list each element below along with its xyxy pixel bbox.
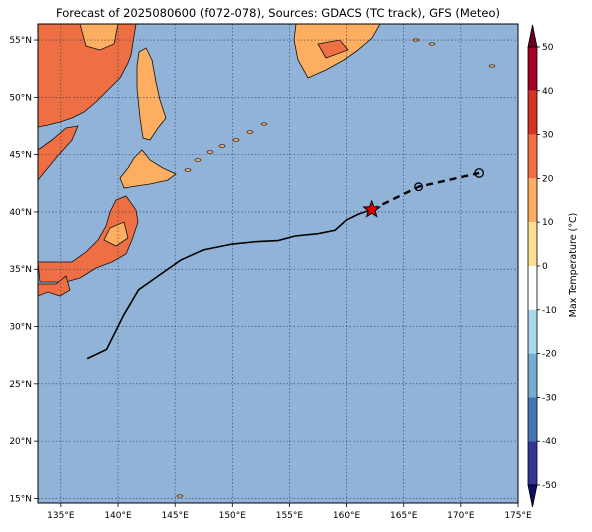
lat-tick-label: 25°N [9,380,32,390]
colorbar-band [528,309,537,354]
colorbar-tick-label: -40 [542,437,557,447]
map-frame [37,23,519,504]
lon-tick-label: 140°E [104,511,132,521]
lon-tick-label: 150°E [219,511,247,521]
colorbar-band [528,178,537,223]
ocean [38,24,518,503]
honshu-cool-patch [103,221,129,247]
colorbar-extend-min [527,484,538,508]
map-title: Forecast of 2025080600 (f072-078), Sourc… [56,6,500,20]
sakhalin [136,47,167,141]
cyclone-track [86,168,484,360]
lat-tick-label: 30°N [9,323,32,333]
gridlines [38,24,518,503]
kyushu [38,275,71,297]
lon-tick-label: 135°E [47,511,75,521]
small-island [488,64,496,68]
longitude-axis: 135°E 140°E 145°E 150°E 155°E 160°E 165°E 170°E… [47,503,532,521]
colorbar-band [528,353,537,398]
lon-tick-label: 175°E [504,511,532,521]
kuril-island [184,168,192,172]
colorbar-tick-label: 50 [542,43,554,53]
colorbar-tick-label: -50 [542,481,557,491]
colorbar-band [528,266,537,310]
forecast-point [414,182,424,192]
lat-tick-label: 50°N [9,93,32,103]
colorbar-tick-label: -30 [542,393,557,403]
small-island [260,122,268,126]
colorbar-band [528,397,537,442]
small-island [176,494,184,498]
forecast-track-line [371,171,480,211]
coast-patch [38,125,79,181]
lon-tick-label: 160°E [333,511,361,521]
small-island [428,42,436,46]
colorbar-tick-label: -20 [542,350,557,360]
lat-tick-label: 20°N [9,437,32,447]
lat-tick-label: 45°N [9,151,32,161]
colorbar-band [528,222,537,266]
colorbar-tick-label: 30 [542,131,554,141]
colorbar-label: Max Temperature (°C) [568,213,579,318]
kuril-island [218,144,226,148]
colorbar-tick-label: 40 [542,87,554,97]
kuril-island [194,158,202,162]
lon-tick-label: 165°E [390,511,418,521]
kuril-island [246,130,254,134]
forecast-point [474,168,484,178]
lat-tick-label: 40°N [9,208,32,218]
map-area [37,23,519,504]
colorbar-band [528,90,537,135]
lon-tick-label: 170°E [447,511,475,521]
colorbar: 50 40 30 20 10 0 -10 -20 -30 -40 -50 [527,24,557,508]
kamchatka-hot-patch [317,39,349,59]
colorbar-band [528,441,537,485]
lon-tick-label: 145°E [161,511,189,521]
past-track-line [86,208,372,360]
colorbar-band [528,134,537,179]
kuril-island [232,138,240,142]
lon-tick-label: 155°E [276,511,304,521]
lat-tick-label: 15°N [9,494,32,504]
colorbar-extend-max [527,24,538,48]
colorbar-tick-label: 10 [542,218,554,228]
colorbar-tick-label: -10 [542,306,557,316]
colorbar-tick-label: 0 [542,262,548,272]
latitude-axis: 15°N 20°N 25°N 30°N 35°N 40°N 45°N 50°N 55°N [9,36,38,504]
mainland-asia-cool-patch [79,24,119,51]
lat-tick-label: 55°N [9,36,32,46]
hokkaido [119,149,177,189]
colorbar-band [528,47,537,91]
mainland-asia [38,24,137,128]
colorbar-tick-label: 20 [542,174,554,184]
lat-tick-label: 35°N [9,265,32,275]
land-layer [38,24,496,498]
kuril-island [206,150,214,154]
current-position-star [362,199,382,218]
